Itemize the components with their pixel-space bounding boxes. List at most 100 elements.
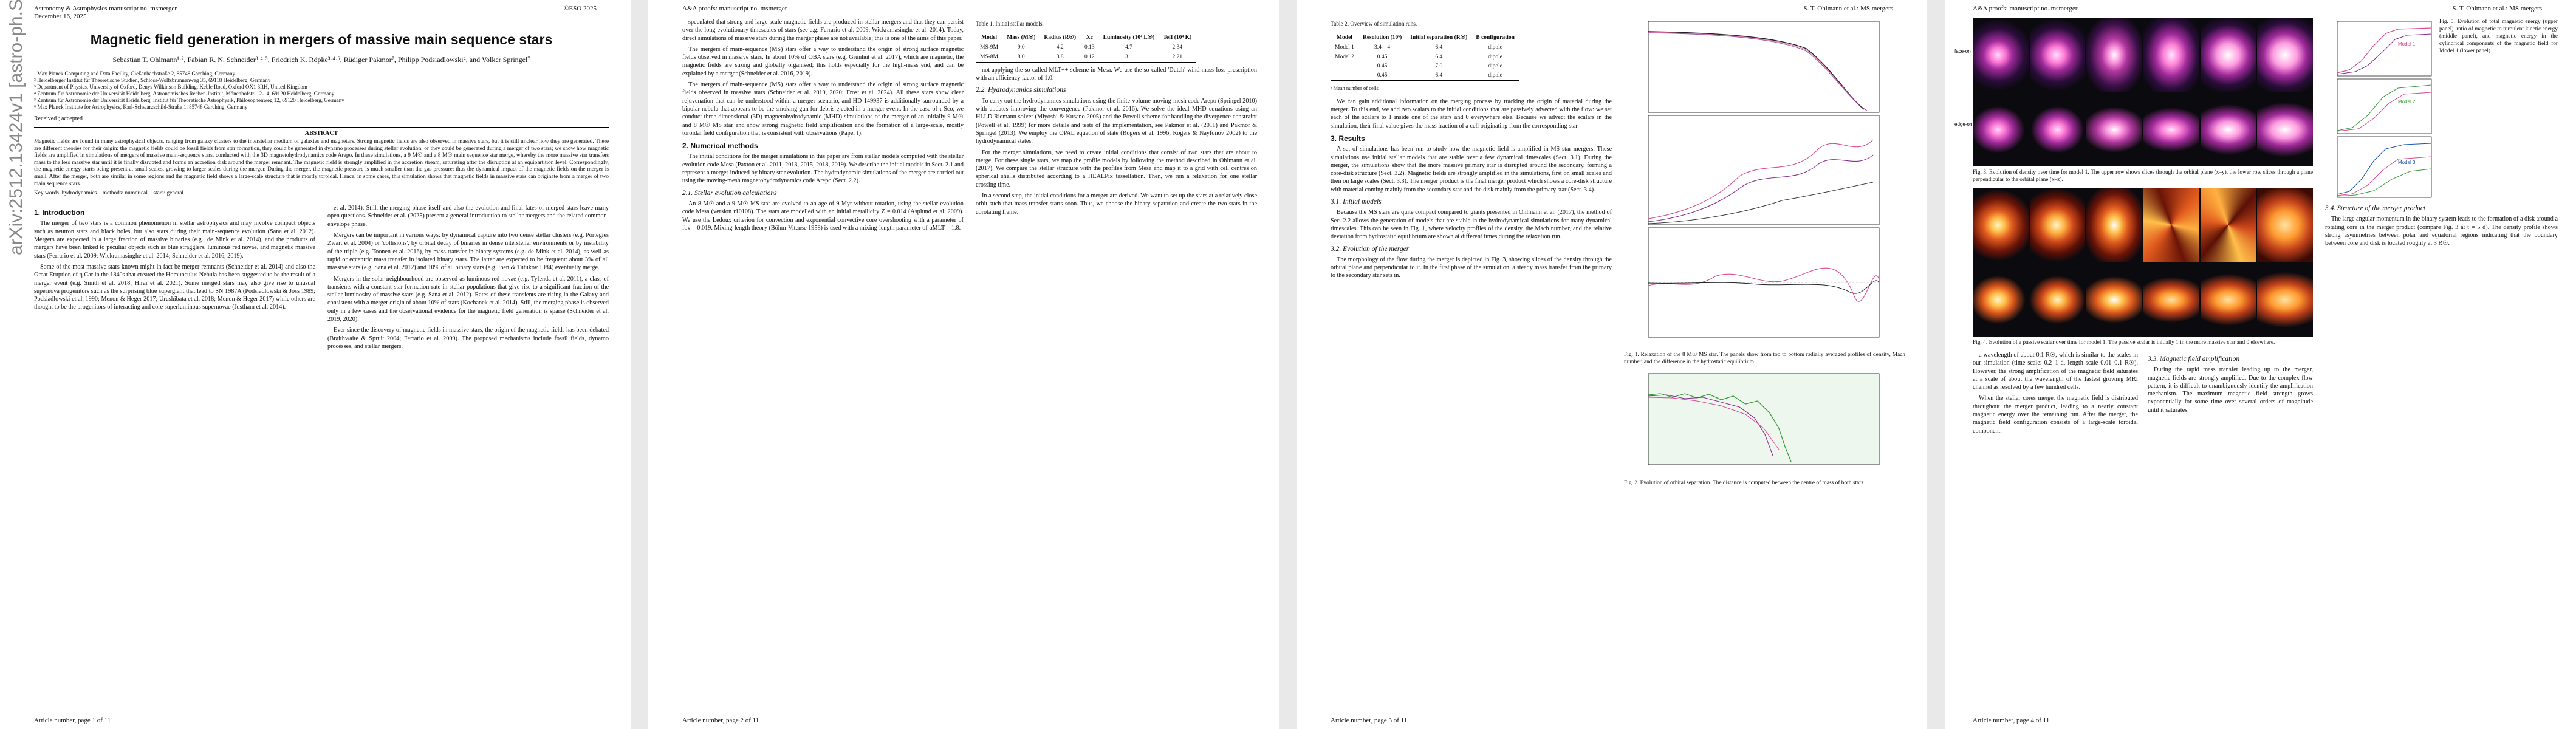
density-slice bbox=[2086, 18, 2142, 92]
table-cell: 0.45 bbox=[1377, 53, 1388, 60]
table-cell: 0.45 bbox=[1377, 72, 1388, 79]
page-footer: Article number, page 1 of 11 bbox=[34, 717, 111, 724]
affiliation: ⁶ Max Planck Institute for Astrophysics,… bbox=[34, 104, 248, 110]
density-slice bbox=[2200, 18, 2256, 92]
table-cell: 0.45 bbox=[1377, 63, 1388, 69]
density-slice bbox=[2029, 93, 2086, 166]
subsection-heading: 3.1. Initial models bbox=[1331, 198, 1382, 206]
page-2: A&A proofs: manuscript no. msmerger spec… bbox=[648, 0, 1279, 729]
figure-caption: Fig. 4. Evolution of a passive scalar ov… bbox=[1973, 340, 2275, 346]
scalar-slice bbox=[2029, 263, 2086, 337]
row-label: face-on bbox=[1954, 49, 1971, 54]
scalar-slice bbox=[2086, 188, 2142, 262]
subsection-heading: 2.2. Hydrodynamics simulations bbox=[976, 86, 1066, 94]
keywords: Key words. hydrodynamics – methods: nume… bbox=[34, 190, 184, 197]
figure-2-separation bbox=[1648, 373, 1880, 465]
abstract-heading: ABSTRACT bbox=[304, 130, 338, 137]
table-header: Resolution (10⁶) bbox=[1362, 35, 1402, 41]
section-heading: 2. Numerical methods bbox=[682, 142, 758, 151]
paragraph: The merger of two stars is a common phen… bbox=[34, 220, 315, 259]
scalar-slice bbox=[2257, 188, 2313, 262]
table-cell: dipole bbox=[1488, 63, 1502, 69]
page-header: A&A proofs: manuscript no. msmerger bbox=[682, 5, 1245, 13]
page-1: arXiv:2512.13424v1 [astro-ph.SR] 15 Dec … bbox=[0, 0, 631, 729]
paragraph: Because the MS stars are quite compact c… bbox=[1331, 209, 1612, 241]
paragraph: speculated that strong and large-scale m… bbox=[682, 19, 964, 42]
table-cell: Model 2 bbox=[1335, 53, 1354, 60]
figure-3-density-slices: face-on edge-on bbox=[1954, 18, 2313, 166]
row-label: edge-on bbox=[1954, 122, 1973, 127]
paragraph: not applying the so-called MLT++ scheme … bbox=[976, 66, 1257, 82]
scalar-slice bbox=[2200, 188, 2256, 262]
header-left: A&A proofs: manuscript no. msmerger bbox=[682, 5, 787, 12]
table-header: Teff (10⁴ K) bbox=[1163, 35, 1192, 41]
table-cell: dipole bbox=[1488, 44, 1502, 51]
scalar-slice bbox=[2143, 263, 2199, 337]
journal-line: Astronomy & Astrophysics manuscript no. … bbox=[34, 5, 177, 12]
table-header: B configuration bbox=[1476, 35, 1515, 41]
affiliation: ² Heidelberger Institut für Theoretische… bbox=[34, 77, 271, 83]
paragraph: In a second step, the initial conditions… bbox=[976, 193, 1257, 216]
copyright: ©ESO 2025 bbox=[564, 5, 597, 12]
paragraph: Mergers in the solar neighbourhood are o… bbox=[327, 275, 609, 323]
table-header: Luminosity (10⁴ L☉) bbox=[1103, 35, 1155, 41]
table-cell: dipole bbox=[1488, 72, 1502, 79]
table-cell: 6.4 bbox=[1435, 44, 1443, 51]
paragraph: a wavelength of about 0.1 R☉, which is s… bbox=[1973, 352, 2138, 391]
table-caption: Table 1. Initial stellar models. bbox=[976, 21, 1044, 27]
date-line: December 16, 2025 bbox=[34, 13, 87, 20]
table-header: Initial separation (R☉) bbox=[1410, 35, 1468, 41]
table-cell: 3.8 bbox=[1056, 53, 1064, 60]
scalar-slice bbox=[1973, 263, 2029, 337]
page-4: A&A proofs: manuscript no. msmerger S. T… bbox=[1945, 0, 2576, 729]
page-footer: Article number, page 2 of 11 bbox=[682, 717, 759, 724]
paragraph: For the merger simulations, we need to c… bbox=[976, 149, 1257, 188]
density-slice bbox=[2143, 93, 2199, 166]
table-header: Xc bbox=[1086, 35, 1093, 41]
figure-4-passive-scalar bbox=[1973, 188, 2313, 337]
paragraph: The mergers of main-sequence (MS) stars … bbox=[682, 81, 964, 137]
table-cell: 6.4 bbox=[1435, 53, 1443, 60]
table-row: 0.45 7.0 dipole bbox=[1331, 62, 1519, 71]
affiliation: ⁵ Zentrum für Astronomie der Universität… bbox=[34, 97, 344, 103]
table-cell: 2.21 bbox=[1172, 53, 1183, 60]
header-right: S. T. Ohlmann et al.: MS mergers bbox=[2452, 5, 2542, 12]
density-slice bbox=[2257, 18, 2313, 92]
figure-caption: Fig. 2. Evolution of orbital separation.… bbox=[1624, 479, 1865, 486]
table-cell: MS-9M bbox=[980, 44, 999, 51]
table-cell: 2.34 bbox=[1172, 44, 1183, 51]
page-header: Astronomy & Astrophysics manuscript no. … bbox=[34, 5, 597, 21]
paragraph: When the stellar cores merge, the magnet… bbox=[1973, 395, 2138, 434]
paragraph: To carry out the hydrodynamics simulatio… bbox=[976, 97, 1257, 145]
density-slice bbox=[1973, 18, 2029, 92]
table-row: Model 2 0.45 6.4 dipole bbox=[1331, 53, 1519, 62]
scalar-slice bbox=[2086, 263, 2142, 337]
fig5-label: Model 2 bbox=[2398, 99, 2416, 104]
table-cell: 9.0 bbox=[1017, 44, 1025, 51]
subsection-heading: 3.3. Magnetic field amplification bbox=[2148, 355, 2240, 363]
scalar-slice bbox=[2029, 188, 2086, 262]
abstract-box: ABSTRACT Magnetic fields are found in ma… bbox=[34, 127, 609, 201]
subsection-heading: 3.4. Structure of the merger product bbox=[2325, 205, 2426, 212]
scalar-slice bbox=[2200, 263, 2256, 337]
density-slice bbox=[2143, 18, 2199, 92]
header-right: S. T. Ohlmann et al.: MS mergers bbox=[1803, 5, 1893, 12]
abstract-text: Magnetic fields are found in many astrop… bbox=[34, 139, 609, 187]
table-cell: 0.13 bbox=[1084, 44, 1095, 51]
paper-title: Magnetic field generation in mergers of … bbox=[90, 32, 553, 47]
paragraph: Ever since the discovery of magnetic fie… bbox=[327, 327, 609, 350]
figure-caption: Fig. 5. Evolution of total magnetic ener… bbox=[2439, 19, 2558, 54]
scalar-slice bbox=[1973, 188, 2029, 262]
section-heading: 3. Results bbox=[1331, 134, 1365, 143]
table-note: ᵃ Mean number of cells bbox=[1331, 85, 1379, 92]
affiliations: ¹ Max Planck Computing and Data Facility… bbox=[34, 70, 609, 111]
table-initial-models: Model Mass (M☉) Radius (R☉) Xc Luminosit… bbox=[976, 33, 1196, 63]
density-slice bbox=[1973, 93, 2029, 166]
paragraph: An 8 M☉ and a 9 M☉ MS star are evolved t… bbox=[682, 200, 964, 231]
fig1-panel-hse bbox=[1648, 227, 1880, 338]
figure-caption: Fig. 1. Relaxation of the 8 M☉ MS star. … bbox=[1624, 352, 1905, 366]
table-row: Model 1 3.4 – 4 6.4 dipole bbox=[1331, 43, 1519, 53]
affiliation: ¹ Max Planck Computing and Data Facility… bbox=[34, 70, 236, 77]
table-cell: 8.0 bbox=[1017, 53, 1025, 60]
page-header: S. T. Ohlmann et al.: MS mergers bbox=[1331, 5, 1893, 13]
